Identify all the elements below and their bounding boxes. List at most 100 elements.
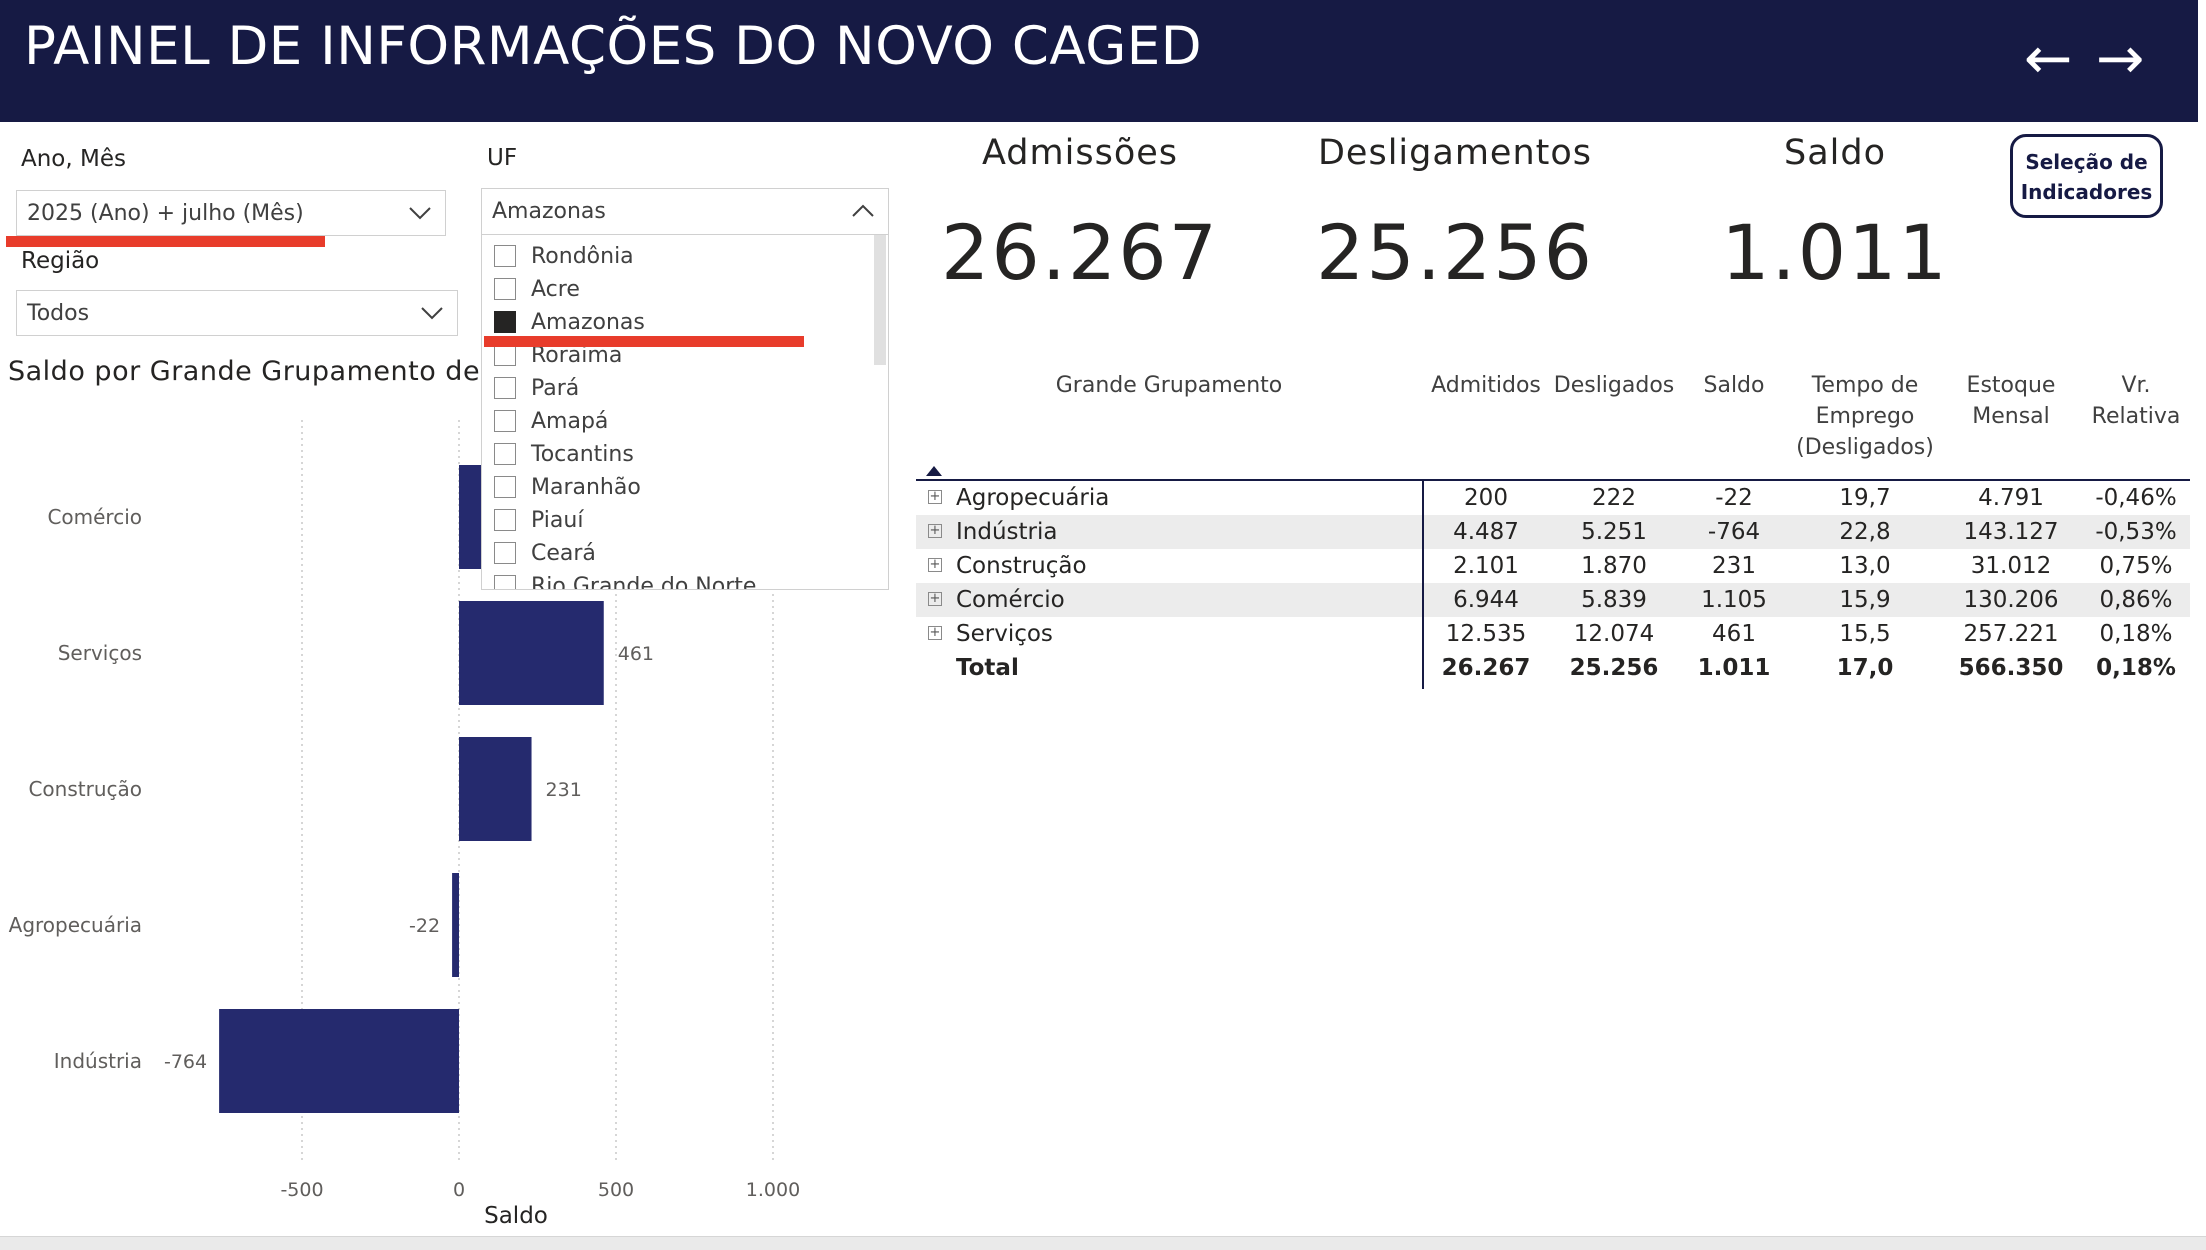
checkbox-icon[interactable] (494, 509, 516, 531)
uf-value: Amazonas (492, 199, 606, 224)
table-row: + Comércio 6.944 5.839 1.105 15,9 130.206 0,86% (916, 583, 2190, 617)
cell-desligados: 25.256 (1569, 655, 1659, 681)
checkbox-icon[interactable] (494, 542, 516, 564)
y-category-label: Comércio (47, 505, 142, 529)
expand-icon[interactable]: + (928, 625, 942, 640)
cell-admitidos: 4.487 (1453, 519, 1519, 545)
y-category-label: Serviços (58, 641, 142, 665)
uf-option-label: Amazonas (531, 309, 645, 335)
cell-tempo: 19,7 (1839, 485, 1891, 511)
cell-grupo: Indústria (956, 519, 1058, 545)
cell-grupo: Serviços (956, 621, 1053, 647)
sort-ascending-icon[interactable] (926, 466, 942, 476)
cell-saldo: -22 (1715, 485, 1753, 511)
checkbox-icon[interactable] (494, 443, 516, 465)
y-category-label: Indústria (54, 1049, 142, 1073)
uf-option[interactable]: Piauí (494, 504, 583, 536)
uf-list-scrollbar[interactable] (874, 235, 886, 365)
expand-icon[interactable]: + (928, 591, 942, 606)
bar[interactable] (219, 1009, 459, 1113)
cell-desligados: 222 (1592, 485, 1636, 511)
expand-icon[interactable]: + (928, 489, 942, 504)
cell-tempo: 15,9 (1839, 587, 1891, 613)
uf-option[interactable]: Rondônia (494, 240, 634, 272)
checkbox-icon[interactable] (494, 476, 516, 498)
cell-vr: 0,18% (2099, 621, 2173, 647)
checkbox-icon[interactable] (494, 575, 516, 589)
red-highlight-mark (484, 336, 804, 347)
checkbox-icon[interactable] (494, 245, 516, 267)
kpi-desligamentos-value: 25.256 (1316, 208, 1594, 297)
ano-mes-value: 2025 (Ano) + julho (Mês) (27, 201, 304, 226)
uf-option-label: Rondônia (531, 243, 634, 269)
chevron-down-icon (421, 307, 443, 320)
expand-icon[interactable]: + (928, 523, 942, 538)
cell-estoque: 143.127 (1963, 519, 2059, 545)
x-tick-label: -500 (280, 1179, 323, 1201)
uf-option[interactable]: Maranhão (494, 471, 641, 503)
cell-grupo: Total (956, 655, 1019, 681)
table-total-row: Total 26.267 25.256 1.011 17,0 566.350 0,18% (916, 651, 2190, 685)
x-tick-label: 500 (598, 1179, 634, 1201)
ano-mes-dropdown[interactable]: 2025 (Ano) + julho (Mês) (16, 190, 446, 236)
col-header-saldo[interactable]: Saldo (1703, 373, 1765, 398)
table-column-divider (1422, 481, 1424, 689)
uf-option[interactable]: Amapá (494, 405, 608, 437)
cell-tempo: 17,0 (1836, 655, 1894, 681)
cell-vr: -0,53% (2095, 519, 2177, 545)
table-row: + Serviços 12.535 12.074 461 15,5 257.221 0,18% (916, 617, 2190, 651)
cell-saldo: -764 (1707, 519, 1761, 545)
forward-arrow-icon[interactable]: → (2095, 24, 2145, 92)
checkbox-checked-icon[interactable] (494, 311, 516, 333)
col-header-estoque[interactable]: Estoque Mensal (1966, 373, 2056, 429)
chevron-down-icon (409, 207, 431, 220)
checkbox-icon[interactable] (494, 377, 516, 399)
cell-tempo: 13,0 (1839, 553, 1891, 579)
kpi-admissoes-value: 26.267 (941, 208, 1219, 297)
cell-vr: 0,18% (2096, 655, 2176, 681)
back-arrow-icon[interactable]: ← (2023, 24, 2073, 92)
expand-icon[interactable]: + (928, 557, 942, 572)
button-label-line1: Seleção de (2025, 150, 2148, 174)
uf-option[interactable]: Acre (494, 273, 580, 305)
uf-option-label: Acre (531, 276, 580, 302)
cell-saldo: 231 (1712, 553, 1756, 579)
uf-option[interactable]: Ceará (494, 537, 596, 569)
uf-option[interactable]: Pará (494, 372, 579, 404)
cell-admitidos: 200 (1464, 485, 1508, 511)
bar[interactable] (459, 737, 532, 841)
col-header-vr-relativa[interactable]: Vr. Relativa (2091, 373, 2181, 429)
cell-saldo: 461 (1712, 621, 1756, 647)
uf-option[interactable]: Rio Grande do Norte (494, 570, 756, 589)
regiao-label: Região (21, 248, 100, 274)
cell-admitidos: 6.944 (1453, 587, 1519, 613)
bar[interactable] (459, 601, 604, 705)
uf-options-list[interactable]: Rondônia Acre Amazonas Roraima Pará Amapá Toca… (481, 234, 889, 590)
kpi-saldo-value: 1.011 (1721, 208, 1949, 297)
col-header-tempo-emprego[interactable]: Tempo de Emprego (Desligados) (1796, 373, 1934, 460)
uf-option[interactable]: Amazonas (494, 306, 645, 338)
y-category-label: Construção (28, 777, 142, 801)
bottom-status-bar (0, 1236, 2206, 1250)
bar-data-label: 461 (618, 643, 654, 665)
cell-vr: 0,86% (2099, 587, 2173, 613)
col-header-admitidos[interactable]: Admitidos (1431, 373, 1541, 398)
checkbox-icon[interactable] (494, 410, 516, 432)
checkbox-icon[interactable] (494, 344, 516, 366)
cell-admitidos: 26.267 (1441, 655, 1531, 681)
col-header-desligados[interactable]: Desligados (1553, 373, 1675, 398)
col-header-grupo[interactable]: Grande Grupamento (1055, 373, 1283, 398)
bar[interactable] (452, 873, 459, 977)
uf-option[interactable]: Tocantins (494, 438, 634, 470)
uf-dropdown[interactable]: Amazonas (481, 188, 889, 234)
bar-data-label: -764 (164, 1051, 207, 1073)
cell-grupo: Comércio (956, 587, 1065, 613)
bar-data-label: 231 (546, 779, 582, 801)
uf-option-label: Maranhão (531, 474, 641, 500)
uf-option-label: Amapá (531, 408, 609, 434)
checkbox-icon[interactable] (494, 278, 516, 300)
bar-data-label: -22 (409, 915, 440, 937)
regiao-dropdown[interactable]: Todos (16, 290, 458, 336)
selecao-indicadores-button[interactable]: Seleção de Indicadores (2010, 134, 2163, 218)
